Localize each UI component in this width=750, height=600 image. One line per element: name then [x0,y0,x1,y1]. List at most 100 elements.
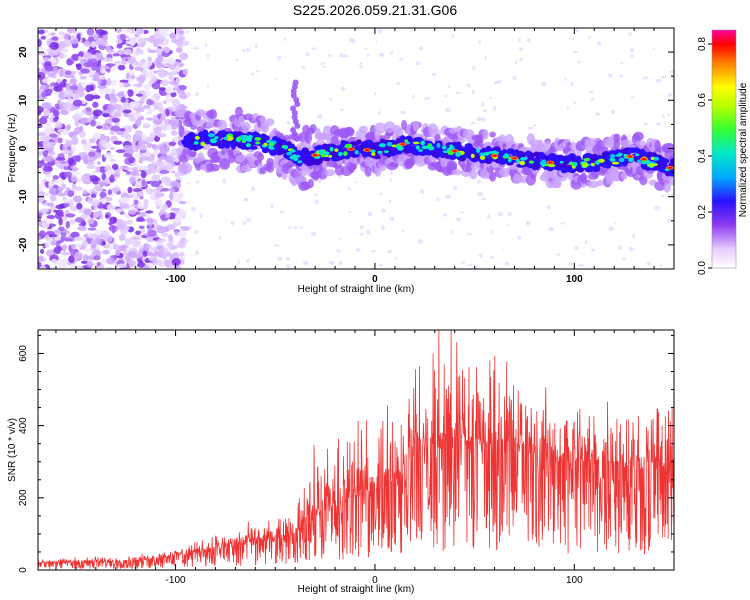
noise-blob [489,96,492,100]
spectral-halo [613,133,621,143]
noise-blob [62,101,73,109]
noise-blob [98,181,107,187]
spectral-halo [343,126,355,136]
noise-blob [124,133,132,141]
noise-blob [137,76,145,84]
noise-blob [170,170,176,174]
noise-blob [154,192,165,198]
spectral-peak [383,150,389,154]
spectral-halo [412,120,420,132]
spectral-core [575,155,582,162]
noise-blob [667,113,670,117]
noise-blob [56,78,62,83]
noise-blob [136,180,142,187]
noise-blob [63,198,71,204]
spectral-peak [292,156,299,162]
noise-blob [243,197,248,202]
noise-blob [89,233,99,239]
noise-blob [58,36,65,40]
spectral-peak [627,155,633,158]
noise-blob [72,195,83,203]
noise-blob [126,219,134,225]
noise-blob [81,239,88,248]
noise-blob [155,102,163,111]
noise-blob [111,117,120,123]
spectral-peak [634,153,640,157]
spectral-peak [610,157,616,162]
noise-blob [168,152,177,157]
spectral-halo [663,182,671,193]
noise-blob [177,36,186,41]
noise-blob [41,91,46,98]
noise-blob [572,101,577,104]
noise-blob [236,59,239,62]
spectral-halo [237,115,245,124]
noise-blob [270,203,274,209]
y-tick-label: -10 [18,189,29,204]
noise-blob [83,157,89,165]
noise-blob [38,255,44,262]
noise-blob [62,78,67,83]
spectral-peak [611,161,620,165]
spectral-peak [268,145,274,150]
noise-blob [160,79,169,87]
spectral-halo [241,121,251,131]
noise-blob [618,245,622,250]
noise-blob [87,151,96,157]
noise-blob [115,38,123,44]
noise-blob [108,222,113,226]
noise-blob [58,40,65,49]
spectral-peak [338,152,343,157]
noise-blob [171,197,182,203]
spectral-peak [369,149,376,153]
noise-blob [338,176,342,180]
noise-blob [175,65,181,72]
noise-blob [613,222,617,225]
noise-blob [84,248,92,253]
noise-blob [286,256,290,261]
spectral-peak [297,160,303,164]
noise-blob [481,197,486,200]
noise-blob [630,53,634,58]
spectral-peak [286,151,292,156]
noise-blob [166,242,174,248]
snr-frame [37,329,675,571]
noise-blob [58,52,64,59]
noise-blob [342,54,348,58]
noise-blob [139,156,149,162]
noise-blob [305,52,310,57]
noise-blob [164,89,175,94]
noise-blob [137,37,144,45]
noise-blob [328,260,335,265]
noise-blob [482,109,487,113]
noise-blob [172,87,181,91]
noise-blob [163,118,173,125]
spectral-peak [652,156,660,161]
noise-blob [245,48,251,52]
noise-blob [174,33,184,38]
noise-blob [169,192,174,201]
noise-blob [146,108,156,112]
spectral-core [593,167,600,172]
noise-blob [119,211,125,215]
spectral-peak [268,142,275,147]
noise-blob [92,132,101,139]
noise-blob [130,236,140,240]
noise-blob [178,201,187,205]
noise-blob [133,134,139,140]
noise-blob [40,115,49,120]
noise-blob [519,57,523,62]
x-tick-label: 100 [566,274,583,285]
noise-blob [87,227,97,231]
noise-blob [70,165,76,170]
noise-blob [170,130,178,136]
noise-blob [151,144,159,151]
noise-blob [119,33,127,41]
spectral-halo [469,169,478,180]
noise-blob [178,230,187,237]
noise-blob [418,46,424,51]
spectral-peak [404,139,409,143]
noise-blob [175,158,180,163]
spectral-halo [307,178,314,189]
